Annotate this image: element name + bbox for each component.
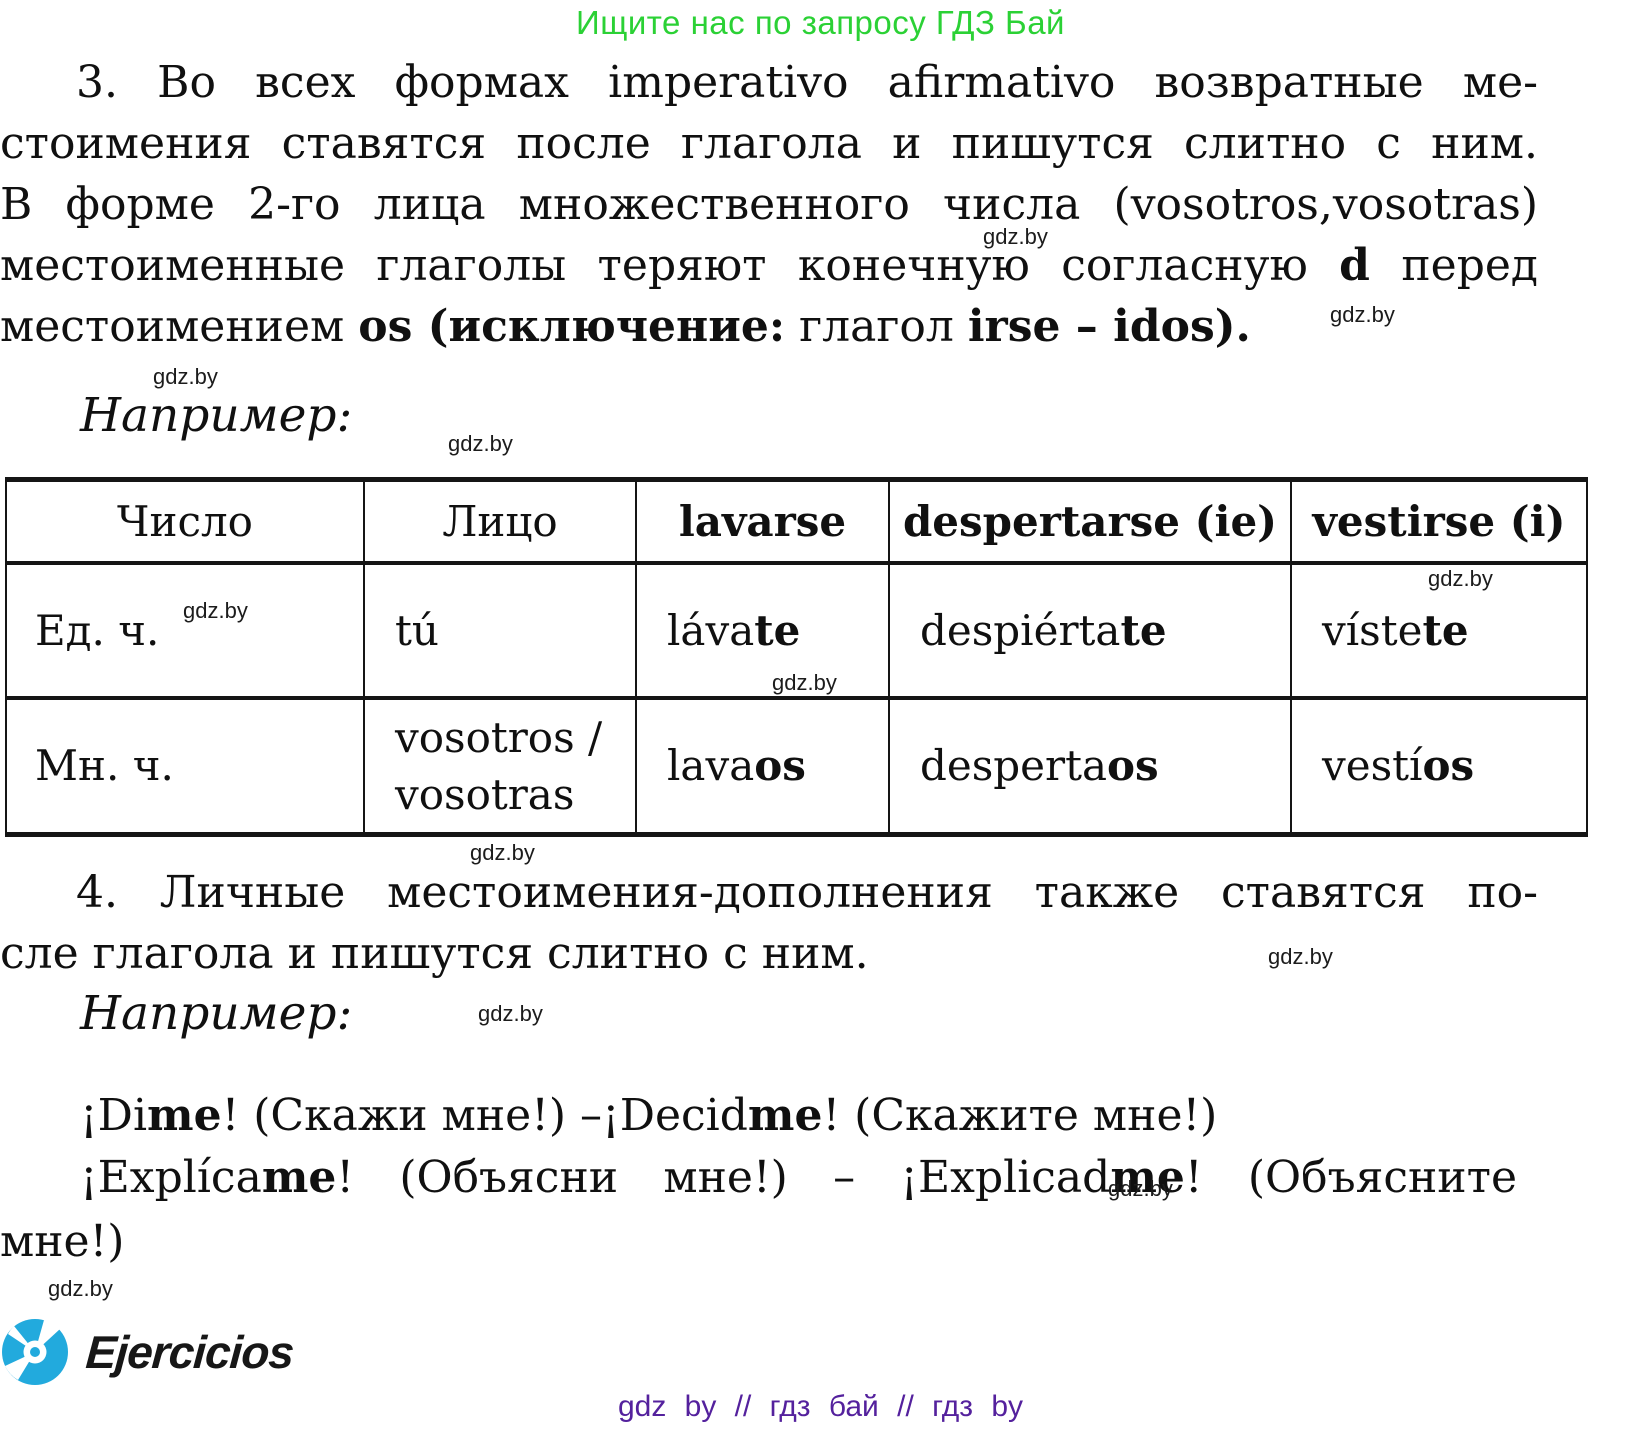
spanish-example-line-1: ¡Dime! (Скажи мне!) –¡Decidme! (Скажите … xyxy=(80,1090,1218,1141)
header-number: Число xyxy=(5,479,365,563)
header-person: Лицо xyxy=(363,479,637,563)
cell-singular-vestirse: vístete xyxy=(1290,562,1588,698)
paragraph-3-line-1: 3. Во всех формах imperativo afirmativo … xyxy=(76,57,1538,108)
paragraph-3-line-5: местоимением os (исключение: глагол irse… xyxy=(0,301,1251,352)
gdz-watermark: gdz.by xyxy=(153,364,218,389)
table-header-row: Число Лицо lavarse despertarse (ie) vest… xyxy=(5,479,1588,563)
spanish-example-line-3: мне!) xyxy=(0,1216,125,1267)
gdz-watermark: gdz.by xyxy=(183,598,248,623)
cd-disc-icon xyxy=(2,1319,68,1385)
cell-plural-despertarse: despertaos xyxy=(888,697,1292,835)
cell-plural-number: Мн. ч. xyxy=(5,697,365,835)
paragraph-3-line-4: местоименные глаголы теряют конечную сог… xyxy=(0,240,1538,291)
spanish-example-line-2: ¡Explícame! (Объясни мне!) – ¡Explicadme… xyxy=(80,1152,1517,1203)
gdz-watermark: gdz.by xyxy=(1428,566,1493,591)
gdz-watermark: gdz.by xyxy=(1330,302,1395,327)
header-despertarse: despertarse (ie) xyxy=(888,479,1292,563)
cell-singular-number: Ед. ч. xyxy=(5,562,365,698)
cell-plural-lavarse: lavaos xyxy=(635,697,890,835)
cell-plural-person: vosotros / vosotras xyxy=(363,697,637,835)
paragraph-4-line-2: сле глагола и пишутся слитно с ним. xyxy=(0,928,869,979)
paragraph-3-line-2: стоимения ставятся после глагола и пишут… xyxy=(0,118,1538,169)
gdz-watermark: gdz.by xyxy=(448,431,513,456)
table-row-singular: Ед. ч. tú lávate despiértate vístete xyxy=(5,562,1588,698)
cell-singular-person: tú xyxy=(363,562,637,698)
table-row-plural: Мн. ч. vosotros / vosotras lavaos despert… xyxy=(5,697,1588,835)
paragraph-3-line-3: В форме 2-го лица множественного числа (… xyxy=(0,179,1538,230)
footer-watermark-text: gdz by // гдз бай // гдз by xyxy=(617,1390,1024,1423)
gdz-watermark: gdz.by xyxy=(48,1276,113,1301)
conjugation-table: Число Лицо lavarse despertarse (ie) vest… xyxy=(5,477,1588,837)
header-lavarse: lavarse xyxy=(635,479,890,563)
paragraph-3: 3. Во всех формах imperativo afirmativo … xyxy=(0,52,1538,357)
gdz-watermark: gdz.by xyxy=(772,670,837,695)
gdz-watermark: gdz.by xyxy=(1268,944,1333,969)
promo-banner-text: Ищите нас по запросу ГДЗ Бай xyxy=(576,4,1065,41)
cell-singular-despertarse: despiértate xyxy=(888,562,1292,698)
gdz-watermark: gdz.by xyxy=(470,840,535,865)
paragraph-4: 4. Личные местоимения-дополнения также с… xyxy=(0,862,1538,984)
cell-plural-vestirse: vestíos xyxy=(1290,697,1588,835)
gdz-watermark: gdz.by xyxy=(1108,1176,1173,1201)
example-label-2: Например: xyxy=(80,986,353,1041)
gdz-watermark: gdz.by xyxy=(983,224,1048,249)
ejercicios-section: Ejercicios xyxy=(2,1316,296,1388)
cell-singular-lavarse: lávate xyxy=(635,562,890,698)
gdz-watermark: gdz.by xyxy=(478,1001,543,1026)
example-label-1: Например: xyxy=(80,388,353,443)
paragraph-4-line-1: 4. Личные местоимения-дополнения также с… xyxy=(76,867,1538,918)
ejercicios-label: Ejercicios xyxy=(84,1326,296,1378)
header-vestirse: vestirse (i) xyxy=(1290,479,1588,563)
